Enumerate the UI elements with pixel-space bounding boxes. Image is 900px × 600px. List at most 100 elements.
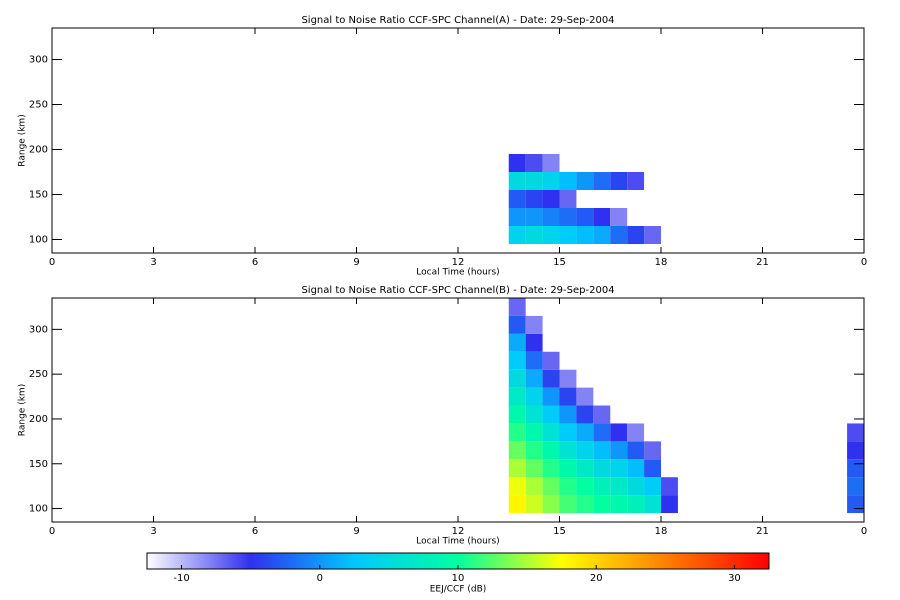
heat-cell (576, 208, 594, 226)
heat-cell (508, 298, 526, 316)
colorbar-label: EEJ/CCF (dB) (430, 585, 487, 595)
heat-cell (593, 208, 611, 226)
heat-cell (576, 477, 594, 496)
heat-cell (542, 441, 560, 460)
heat-cell (525, 423, 543, 442)
heat-cell (525, 477, 543, 496)
heat-cell (542, 208, 560, 226)
heat-cell (559, 369, 577, 388)
heat-cell (661, 495, 678, 514)
chart-title: Signal to Noise Ratio CCF-SPC Channel(A)… (301, 15, 614, 26)
x-tick-label: 18 (655, 257, 668, 268)
heat-cell (508, 369, 526, 388)
heat-cell (593, 405, 611, 424)
heat-cell (525, 190, 543, 208)
heat-cell (542, 190, 560, 208)
y-tick-label: 100 (29, 504, 48, 515)
heat-cell (542, 154, 560, 172)
heat-cell (508, 190, 526, 208)
heat-cell (576, 387, 594, 406)
y-tick-label: 300 (29, 324, 48, 335)
colorbar-tick-label: 10 (452, 573, 465, 584)
x-tick-label: 21 (756, 526, 769, 537)
heat-cell (661, 477, 678, 496)
heat-cell (644, 477, 661, 496)
colorbar-tick-label: -10 (173, 573, 189, 584)
heat-cell (508, 333, 526, 352)
heat-cell (525, 441, 543, 460)
heat-cell (542, 477, 560, 496)
heat-cell (508, 405, 526, 424)
heat-cell (627, 423, 645, 442)
chart-title: Signal to Noise Ratio CCF-SPC Channel(B)… (301, 285, 614, 296)
heat-cell (593, 226, 611, 244)
y-tick-label: 250 (29, 369, 48, 380)
heat-cell (542, 369, 560, 388)
heat-cell (593, 495, 611, 514)
heat-cell (847, 495, 864, 514)
heat-cell (542, 351, 560, 370)
x-tick-label: 9 (353, 526, 359, 537)
heat-cell (593, 423, 611, 442)
heat-cell (525, 351, 543, 370)
heat-cell (559, 190, 577, 208)
heat-cell (593, 459, 611, 478)
heat-cell (542, 172, 560, 190)
heat-cell (525, 172, 543, 190)
y-tick-label: 100 (29, 235, 48, 246)
heat-cell (508, 154, 526, 172)
colorbar-tick-label: 30 (728, 573, 741, 584)
heat-cell (508, 208, 526, 226)
x-tick-label: 6 (252, 526, 258, 537)
heat-cell (610, 423, 628, 442)
plot-frame (51, 297, 865, 523)
y-tick-label: 200 (29, 145, 48, 156)
y-tick-label: 250 (29, 100, 48, 111)
heat-cell (525, 154, 543, 172)
heat-cell (508, 351, 526, 370)
heat-cell (576, 172, 594, 190)
x-tick-label: 12 (452, 526, 465, 537)
colorbar-tick-label: 20 (590, 573, 603, 584)
heat-cell (525, 369, 543, 388)
x-tick-label: 18 (655, 526, 668, 537)
x-tick-label: 15 (553, 257, 566, 268)
plot-frame (51, 27, 865, 254)
heat-cell (644, 459, 661, 478)
heat-cell (610, 477, 628, 496)
heat-cell (610, 441, 628, 460)
heat-cell (559, 172, 577, 190)
y-axis-label: Range (km) (18, 114, 28, 166)
heat-cell (559, 477, 577, 496)
heat-cell (508, 387, 526, 406)
y-tick-label: 150 (29, 459, 48, 470)
heat-cell (542, 423, 560, 442)
x-tick-label: 15 (553, 526, 566, 537)
heat-cell (644, 226, 661, 244)
heat-cell (593, 477, 611, 496)
heat-cell (593, 172, 611, 190)
heat-cell (576, 405, 594, 424)
heat-cell (627, 477, 645, 496)
heat-cell (627, 495, 645, 514)
heat-cell (508, 495, 526, 514)
x-tick-label: 0 (49, 526, 55, 537)
heat-cell (525, 208, 543, 226)
y-tick-label: 300 (29, 55, 48, 66)
heat-cell (576, 459, 594, 478)
heat-cell (542, 226, 560, 244)
x-tick-label: 3 (150, 257, 156, 268)
x-tick-label: 9 (353, 257, 359, 268)
heat-cell (508, 459, 526, 478)
heat-cell (508, 423, 526, 442)
heat-cell (508, 172, 526, 190)
heat-cell (559, 423, 577, 442)
x-axis-label: Local Time (hours) (416, 537, 499, 547)
heat-cell (508, 477, 526, 496)
heat-cell (559, 495, 577, 514)
y-tick-label: 150 (29, 190, 48, 201)
heat-cell (542, 459, 560, 478)
x-axis-label: Local Time (hours) (416, 268, 499, 278)
heat-cell (627, 172, 645, 190)
